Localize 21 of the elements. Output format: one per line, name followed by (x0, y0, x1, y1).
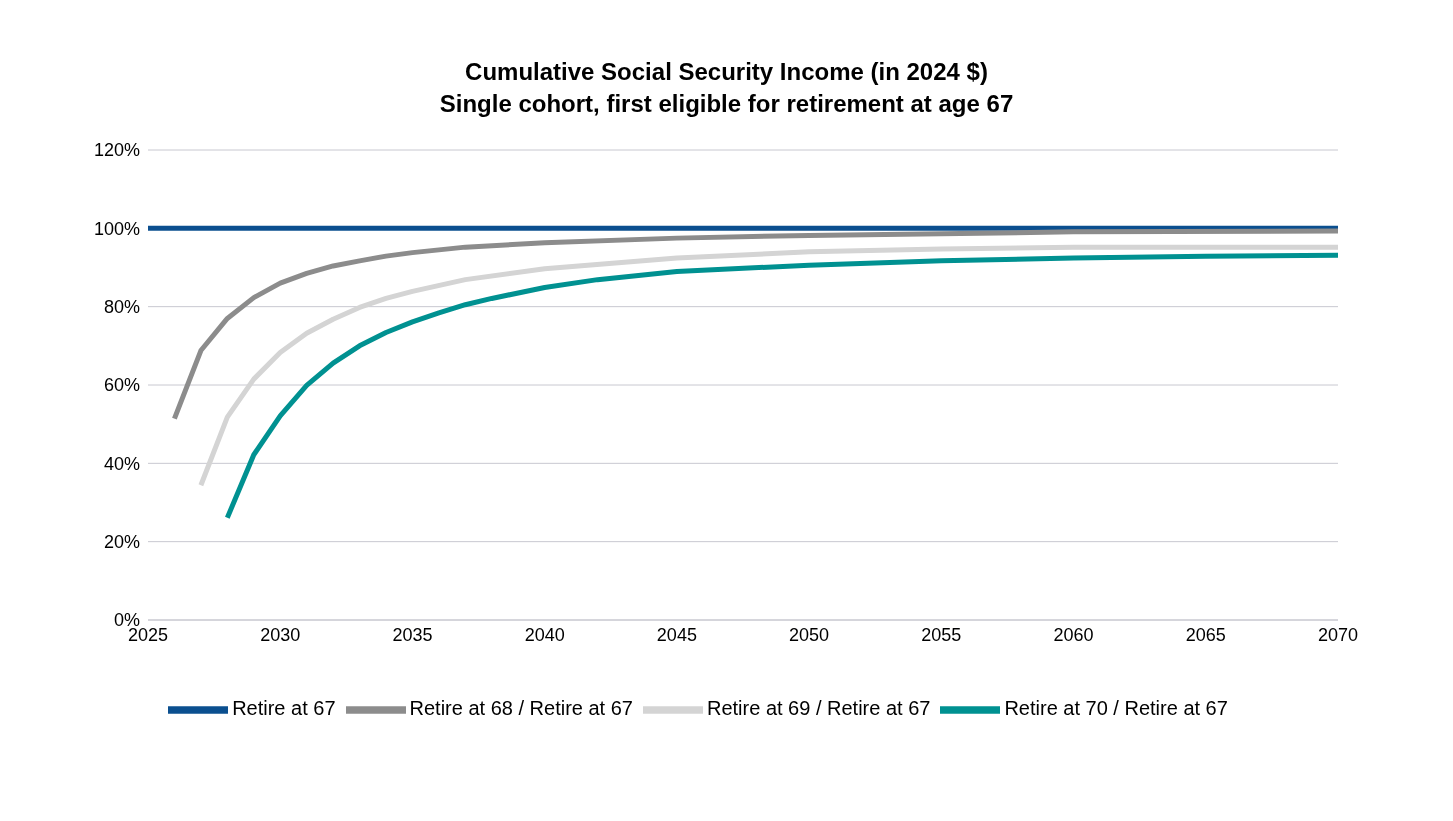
y-tick-label: 60% (103, 375, 140, 396)
y-tick-label: 100% (93, 218, 140, 239)
x-tick-label: 2045 (656, 624, 697, 645)
x-tick-label: 2060 (1053, 624, 1094, 645)
chart-subtitle: Single cohort, first eligible for retirement at age 67 (438, 89, 1015, 119)
legend-label: Retire at 69 / Retire at 67 (706, 697, 931, 720)
y-tick-label: 80% (103, 297, 140, 318)
x-tick-label: 2035 (392, 624, 433, 645)
y-tick-label: 20% (103, 532, 140, 553)
legend-label: Retire at 68 / Retire at 67 (409, 697, 633, 720)
y-tick-label: 40% (103, 453, 140, 474)
legend-label: Retire at 67 (232, 697, 336, 720)
y-tick-label: 120% (93, 140, 140, 161)
legend-label: Retire at 70 / Retire at 67 (1004, 697, 1228, 720)
chart-title: Cumulative Social Security Income (in 2024 $) (464, 57, 989, 87)
x-tick-label: 2050 (789, 624, 830, 645)
x-tick-label: 2070 (1317, 624, 1359, 645)
x-tick-label: 2030 (260, 624, 301, 645)
x-tick-label: 2040 (524, 624, 565, 645)
x-tick-label: 2065 (1185, 624, 1226, 645)
x-tick-label: 2055 (921, 624, 962, 645)
